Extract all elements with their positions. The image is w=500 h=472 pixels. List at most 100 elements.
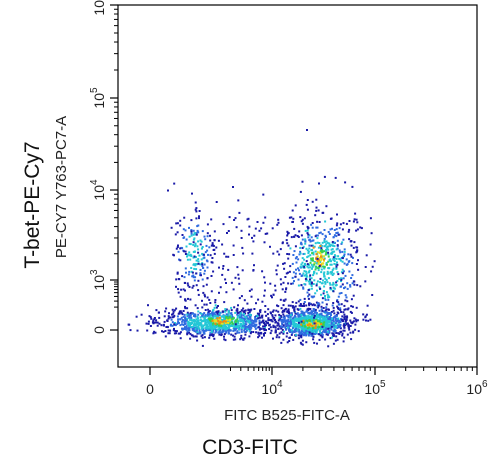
event-dot [250, 322, 253, 325]
event-dot [317, 323, 320, 326]
event-dot [338, 320, 341, 323]
event-dot [216, 324, 219, 327]
event-dot [253, 264, 255, 267]
event-dot [287, 271, 289, 274]
event-dot [218, 322, 221, 325]
event-dot [329, 312, 332, 315]
event-dot [212, 316, 215, 319]
event-dot [340, 311, 343, 313]
event-dot [298, 272, 301, 275]
event-dot [176, 246, 179, 248]
event-dot [237, 311, 239, 314]
event-dot [290, 282, 293, 285]
event-dot [209, 325, 212, 328]
event-dot [208, 328, 211, 331]
event-dot [206, 277, 209, 280]
event-dot [331, 271, 333, 274]
event-dot [259, 311, 262, 314]
event-dot [194, 208, 197, 211]
event-dot [299, 325, 301, 328]
event-dot [302, 302, 305, 305]
event-dot [287, 304, 290, 307]
event-dot [158, 322, 161, 325]
event-dot [279, 317, 281, 320]
event-dot [299, 298, 302, 301]
event-dot [167, 332, 170, 335]
event-dot [333, 234, 336, 237]
event-dot [249, 316, 251, 318]
event-dot [323, 290, 325, 292]
event-dot [355, 246, 358, 249]
event-dot [203, 235, 206, 238]
event-dot [337, 326, 340, 329]
event-dot [282, 332, 285, 335]
event-dot [189, 258, 192, 261]
event-dot [207, 308, 210, 311]
event-dot [302, 272, 305, 275]
event-dot [309, 332, 312, 335]
event-dot [184, 267, 187, 270]
event-dot [339, 285, 342, 288]
event-dot [342, 270, 345, 273]
event-dot [286, 320, 289, 323]
event-dot [216, 314, 219, 316]
event-dot [318, 242, 321, 244]
x-axis-ticks: 0 104 105 106 [146, 367, 488, 397]
event-dot [179, 331, 182, 334]
event-dot [251, 236, 253, 239]
event-dot [292, 323, 295, 326]
event-dot [240, 322, 242, 325]
event-dot [314, 235, 317, 238]
event-dot [321, 333, 324, 336]
event-dot [310, 322, 312, 325]
event-dot [184, 319, 187, 321]
event-dot [196, 331, 199, 334]
event-dot [332, 319, 335, 322]
event-dot [211, 314, 214, 317]
event-dot [315, 257, 317, 260]
event-dot [318, 221, 321, 223]
event-dot [218, 330, 221, 333]
event-dot [306, 263, 309, 266]
event-dot [332, 258, 335, 261]
event-dot [245, 329, 248, 332]
event-dot [230, 281, 233, 284]
event-dot [325, 311, 328, 314]
event-dot [193, 330, 196, 332]
event-dot [276, 250, 279, 253]
event-dot [291, 313, 293, 316]
event-dot [197, 279, 200, 282]
event-dot [344, 294, 347, 297]
event-dot [341, 332, 344, 335]
event-dot [324, 297, 326, 300]
event-dot [227, 309, 230, 312]
event-dot [288, 322, 291, 325]
event-dot [316, 280, 319, 283]
event-dot [347, 326, 350, 329]
event-dot [216, 323, 219, 326]
event-dot [186, 253, 189, 256]
event-dot [315, 326, 318, 329]
event-dot [240, 309, 243, 312]
event-dot [334, 318, 337, 321]
event-dot [197, 224, 200, 227]
event-dot [204, 321, 207, 324]
event-dot [306, 332, 309, 335]
event-dot [370, 270, 373, 273]
event-dot [250, 324, 253, 327]
event-dot [307, 263, 310, 266]
event-dot [307, 233, 310, 236]
event-dot [201, 314, 204, 317]
event-dot [240, 317, 243, 320]
event-dot [239, 325, 242, 327]
event-dot [209, 317, 212, 320]
event-dot [306, 291, 309, 294]
event-dot [227, 311, 230, 314]
event-dot [313, 320, 316, 323]
event-dot [332, 309, 335, 312]
event-dot [163, 320, 166, 323]
event-dot [310, 312, 312, 314]
event-dot [203, 269, 206, 272]
event-dot [212, 319, 215, 322]
event-dot [294, 325, 297, 328]
